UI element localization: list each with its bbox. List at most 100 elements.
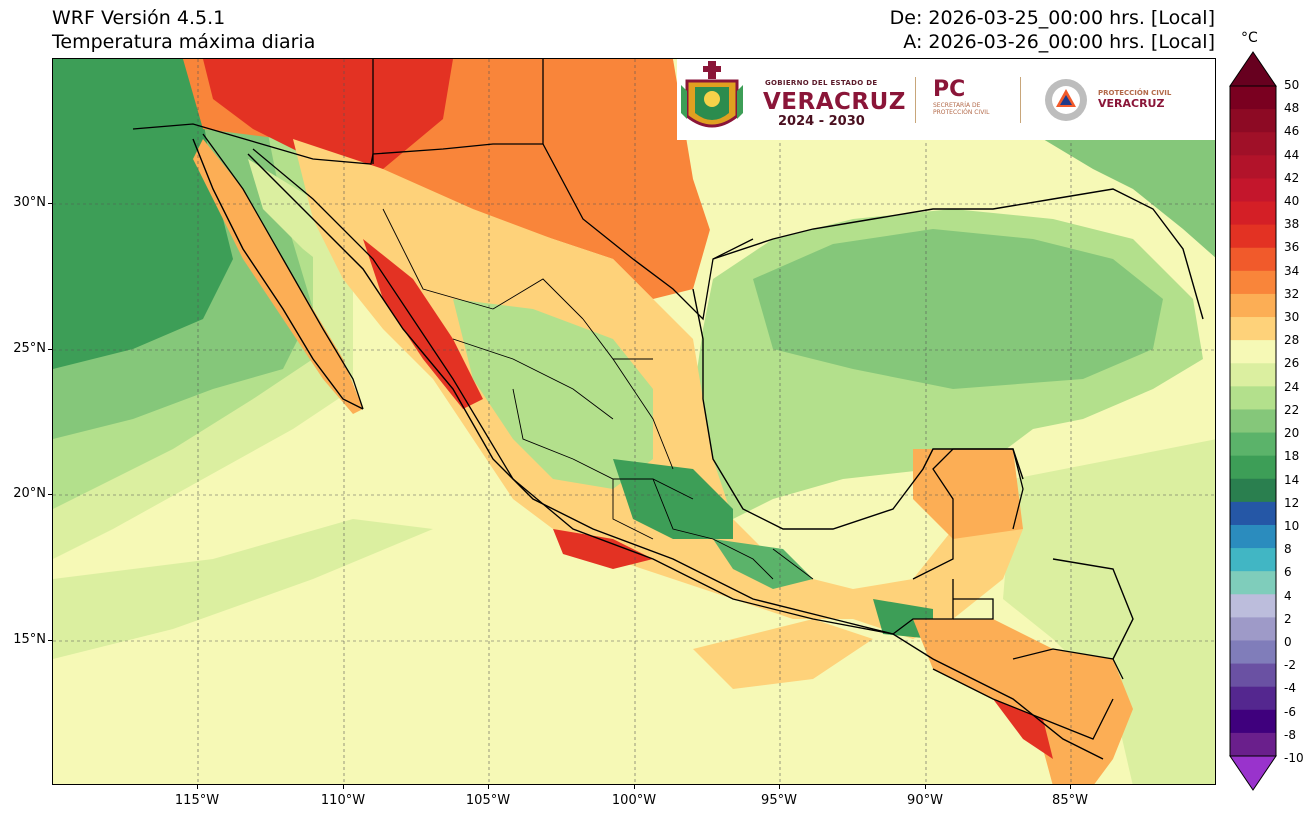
- colorbar-tick-label: 4: [1284, 588, 1292, 603]
- lon-tick: [779, 785, 780, 789]
- colorbar-tick-label: 50: [1284, 78, 1300, 92]
- colorbar-tick-label: 26: [1284, 356, 1300, 371]
- lon-label: 100°W: [611, 793, 657, 808]
- colorbar-segment: [1230, 432, 1276, 457]
- colorbar-tick-label: 22: [1284, 402, 1300, 417]
- colorbar-segment: [1230, 686, 1276, 711]
- colorbar-tick-label: 28: [1284, 333, 1300, 348]
- temperature-map: [52, 58, 1216, 785]
- coastline: [192, 138, 1204, 760]
- lon-label: 115°W: [174, 793, 220, 808]
- lon-tick: [925, 785, 926, 789]
- colorbar-segment: [1230, 409, 1276, 434]
- colorbar-tick-label: 44: [1284, 147, 1300, 162]
- colorbar-tick-label: 40: [1284, 194, 1300, 209]
- colorbar-tick-label: 12: [1284, 495, 1300, 510]
- colorbar-segment: [1230, 640, 1276, 665]
- colorbar-segment: [1230, 501, 1276, 526]
- colorbar-tick-label: 42: [1284, 170, 1300, 185]
- lon-label: 110°W: [320, 793, 366, 808]
- colorbar-tick-label: 38: [1284, 217, 1300, 232]
- caribbean-sea: [1003, 439, 1215, 784]
- ocean-band-24-south: [53, 519, 433, 659]
- yucatan-peninsula: [913, 449, 1023, 539]
- colorbar-tick-label: 46: [1284, 124, 1300, 139]
- map-svg: [53, 59, 1215, 784]
- colorbar-tick-label: 10: [1284, 518, 1300, 533]
- lat-tick: [48, 349, 52, 350]
- colorbar-segment: [1230, 663, 1276, 688]
- colorbar-segment: [1230, 109, 1276, 133]
- colorbar-tick-label: 36: [1284, 240, 1300, 255]
- lon-tick: [343, 785, 344, 789]
- colorbar-extend-max: [1229, 51, 1277, 87]
- colorbar-tick-label: 24: [1284, 379, 1300, 394]
- colorbar-tick-label: 6: [1284, 565, 1292, 580]
- colorbar-tick-label: 30: [1284, 310, 1300, 325]
- colorbar-segment: [1230, 201, 1276, 226]
- colorbar-segment: [1230, 155, 1276, 179]
- colorbar-segment: [1230, 455, 1276, 480]
- colorbar-segment: [1230, 478, 1276, 503]
- colorbar-tick-label: 2: [1284, 611, 1292, 626]
- florida-cool: [1043, 129, 1215, 258]
- colorbar-segment: [1230, 247, 1276, 272]
- colorbar-segment: [1230, 571, 1276, 595]
- logo-divider: [1020, 77, 1021, 123]
- colorbar-segment: [1230, 293, 1276, 318]
- lon-label: 85°W: [1052, 793, 1088, 808]
- lon-label: 90°W: [907, 793, 943, 808]
- colorbar-segment: [1230, 132, 1276, 156]
- lat-label: 30°N: [13, 195, 46, 210]
- period-title: De: 2026-03-25_00:00 hrs. [Local] A: 202…: [890, 6, 1215, 54]
- pacific-central-america-hot: [993, 699, 1053, 759]
- sinaloa-hot-strip: [363, 239, 483, 409]
- colorbar-tick-label: -6: [1284, 704, 1296, 719]
- sonoran-very-hot: [203, 59, 453, 169]
- colorbar-segment: [1230, 340, 1276, 364]
- lat-label: 15°N: [13, 632, 46, 647]
- colorbar-unit: °C: [1241, 30, 1258, 46]
- colorbar-tick-label: 18: [1284, 449, 1300, 464]
- colorbar-segment: [1230, 548, 1276, 572]
- lat-tick: [48, 640, 52, 641]
- colorbar-tick-label: 48: [1284, 101, 1300, 116]
- colorbar-segment: [1230, 224, 1276, 249]
- colorbar-segment: [1230, 732, 1276, 757]
- colorbar-segment: [1230, 270, 1276, 295]
- logo-state-name: VERACRUZ: [763, 89, 906, 115]
- colorbar-segment: [1230, 317, 1276, 341]
- colorbar-extend-min: [1229, 755, 1277, 791]
- period-from: De: 2026-03-25_00:00 hrs. [Local]: [889, 7, 1215, 29]
- colorbar-frame: [1229, 85, 1277, 757]
- colorbar-tick-label: -2: [1284, 658, 1296, 673]
- colorbar-tick-label: 8: [1284, 542, 1292, 557]
- colorbar-segment: [1230, 524, 1276, 549]
- mexico-mainland: [293, 139, 1023, 639]
- period-to: A: 2026-03-26_00:00 hrs. [Local]: [903, 31, 1215, 53]
- central-america: [913, 619, 1133, 784]
- state-borders: [382, 208, 814, 580]
- veracruz-coat-of-arms-icon: [681, 61, 743, 128]
- warm-patch-pacific: [693, 619, 873, 689]
- gulf-cool-core: [753, 229, 1163, 389]
- colorbar-segment: [1230, 386, 1276, 410]
- lon-tick: [488, 785, 489, 789]
- logo-pc: PC: [933, 77, 966, 102]
- colorbar-tick-label: -8: [1284, 727, 1296, 742]
- logo-years: 2024 - 2030: [778, 114, 865, 129]
- variable-title: Temperatura máxima diaria: [52, 31, 316, 53]
- gridlines: [53, 59, 1215, 784]
- logo-pc-subtitle: SECRETARÍA DE PROTECCIÓN CIVIL: [933, 102, 990, 116]
- colorbar-tick-label: 32: [1284, 286, 1300, 301]
- colorbar-tick-label: 20: [1284, 426, 1300, 441]
- lat-tick: [48, 494, 52, 495]
- colorbar-segment: [1230, 617, 1276, 641]
- lat-tick: [48, 203, 52, 204]
- colorbar-tick-label: 14: [1284, 472, 1300, 487]
- colorbar-segment: [1230, 363, 1276, 387]
- colorbar: [1229, 51, 1277, 791]
- lon-tick: [197, 785, 198, 789]
- logo-divider: [915, 77, 916, 123]
- logo-pcv-line2: VERACRUZ: [1098, 97, 1165, 110]
